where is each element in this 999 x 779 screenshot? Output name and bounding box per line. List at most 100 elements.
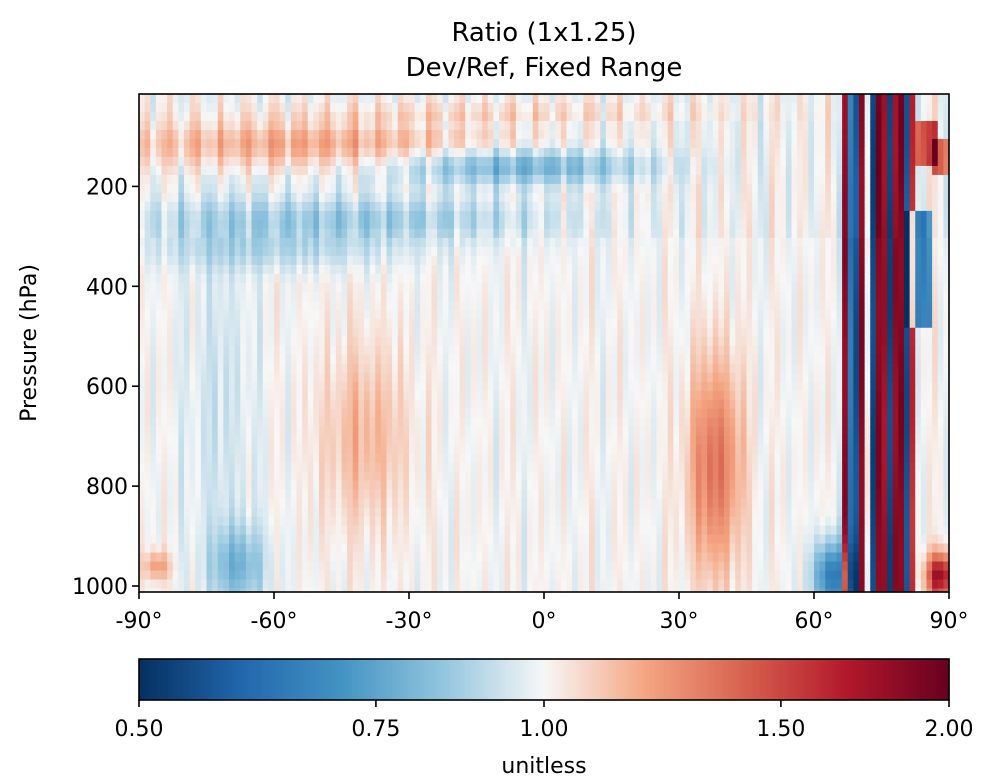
heatmap-cell	[285, 111, 292, 122]
heatmap-cell	[358, 408, 365, 419]
heatmap-cell	[229, 174, 236, 185]
heatmap-cell	[465, 246, 472, 257]
heatmap-cell	[600, 354, 607, 365]
heatmap-cell	[189, 309, 196, 320]
heatmap-cell	[583, 291, 590, 302]
heatmap-cell	[409, 273, 416, 284]
heatmap-cell	[605, 588, 613, 593]
heatmap-cell	[290, 579, 298, 590]
heatmap-cell	[420, 336, 427, 347]
heatmap-cell	[364, 453, 371, 464]
heatmap-cell	[200, 282, 208, 293]
heatmap-cell	[234, 498, 241, 509]
heatmap-cell	[290, 246, 298, 257]
heatmap-cell	[358, 165, 365, 176]
heatmap-cell	[600, 255, 607, 266]
heatmap-cell	[470, 381, 478, 392]
heatmap-cell	[347, 255, 354, 266]
heatmap-cell	[330, 417, 337, 428]
heatmap-cell	[330, 327, 337, 338]
heatmap-cell	[167, 345, 174, 356]
heatmap-cell	[212, 516, 219, 527]
heatmap-cell	[251, 444, 258, 455]
heatmap-cell	[161, 291, 168, 302]
heatmap-cell	[212, 552, 219, 563]
heatmap-cell	[628, 579, 635, 590]
heatmap-cell	[493, 579, 500, 590]
heatmap-cell	[487, 210, 494, 221]
heatmap-cell	[515, 363, 523, 374]
heatmap-cell	[521, 453, 528, 464]
heatmap-cell	[341, 543, 348, 554]
heatmap-cell	[386, 453, 393, 464]
heatmap-cell	[296, 381, 303, 392]
heatmap-cell	[386, 237, 393, 248]
heatmap-cell	[465, 201, 472, 212]
heatmap-cell	[189, 111, 196, 122]
heatmap-cell	[223, 327, 230, 338]
heatmap-cell	[538, 525, 545, 536]
heatmap-cell	[622, 354, 629, 365]
heatmap-cell	[442, 309, 449, 320]
heatmap-cell	[392, 372, 399, 383]
heatmap-cell	[347, 165, 354, 176]
heatmap-cell	[375, 426, 382, 437]
heatmap-cell	[161, 354, 168, 365]
heatmap-cell	[572, 219, 579, 230]
heatmap-cell	[268, 219, 275, 230]
heatmap-cell	[189, 561, 196, 572]
heatmap-cell	[628, 165, 635, 176]
heatmap-cell	[487, 291, 494, 302]
heatmap-cell	[409, 165, 416, 176]
heatmap-cell	[560, 336, 568, 347]
heatmap-cell	[364, 327, 371, 338]
heatmap-cell	[240, 462, 247, 473]
heatmap-cell	[476, 138, 483, 149]
heatmap-cell	[521, 327, 528, 338]
heatmap-cell	[397, 219, 404, 230]
heatmap-cell	[167, 372, 174, 383]
heatmap-cell	[510, 399, 517, 410]
heatmap-cell	[257, 417, 264, 428]
heatmap-cell	[527, 381, 534, 392]
heatmap-cell	[324, 543, 331, 554]
heatmap-cell	[409, 174, 416, 185]
heatmap-cell	[555, 246, 562, 257]
heatmap-cell	[403, 462, 410, 473]
heatmap-cell	[319, 426, 326, 437]
heatmap-cell	[527, 264, 534, 275]
heatmap-cell	[448, 498, 455, 509]
heatmap-cell	[189, 210, 196, 221]
heatmap-cell	[403, 174, 410, 185]
heatmap-cell	[437, 183, 444, 194]
heatmap-cell	[195, 147, 202, 158]
heatmap-cell	[504, 210, 511, 221]
heatmap-cell	[144, 111, 151, 122]
heatmap-cell	[555, 201, 562, 212]
heatmap-cell	[195, 426, 202, 437]
heatmap-cell	[155, 327, 163, 338]
heatmap-cell	[572, 309, 579, 320]
heatmap-cell	[330, 264, 337, 275]
heatmap-cell	[583, 345, 590, 356]
heatmap-cell	[347, 264, 354, 275]
heatmap-cell	[369, 147, 376, 158]
heatmap-cell	[482, 264, 489, 275]
heatmap-cell	[262, 174, 269, 185]
heatmap-cell	[200, 165, 208, 176]
heatmap-cell	[532, 183, 539, 194]
heatmap-cell	[240, 579, 247, 590]
heatmap-cell	[465, 498, 472, 509]
heatmap-cell	[476, 165, 483, 176]
heatmap-cell	[465, 426, 472, 437]
heatmap-cell	[144, 471, 151, 482]
heatmap-cell	[212, 228, 219, 239]
heatmap-cell	[482, 255, 489, 266]
heatmap-cell	[212, 219, 219, 230]
heatmap-cell	[313, 111, 320, 122]
heatmap-cell	[150, 453, 157, 464]
heatmap-cell	[184, 174, 191, 185]
heatmap-cell	[437, 129, 444, 140]
heatmap-cell	[245, 102, 253, 113]
heatmap-cell	[172, 579, 179, 590]
